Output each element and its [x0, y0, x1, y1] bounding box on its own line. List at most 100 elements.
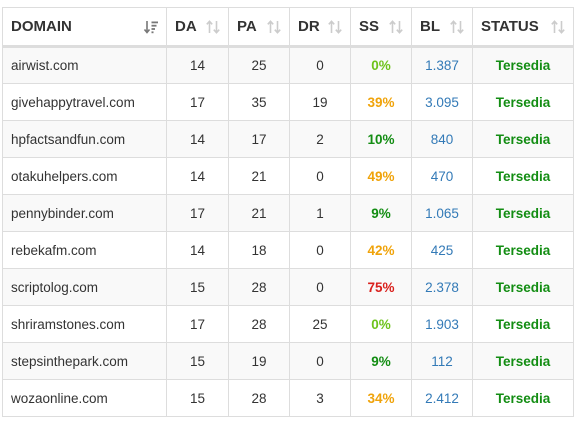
column-header-domain[interactable]: DOMAIN — [2, 7, 167, 48]
table-row: rebekafm.com 14 18 0 42% 425 Tersedia — [2, 231, 574, 269]
status-cell: Tersedia — [472, 157, 574, 195]
sort-arrows-icon[interactable] — [550, 19, 566, 35]
dr-cell: 2 — [289, 120, 351, 158]
pa-cell: 18 — [228, 231, 290, 269]
status-cell: Tersedia — [472, 342, 574, 380]
status-cell: Tersedia — [472, 305, 574, 343]
dr-cell: 3 — [289, 379, 351, 417]
table-row: pennybinder.com 17 21 1 9% 1.065 Tersedi… — [2, 194, 574, 232]
column-header-label: DA — [175, 18, 197, 35]
table-row: hpfactsandfun.com 14 17 2 10% 840 Tersed… — [2, 120, 574, 158]
bl-link[interactable]: 1.903 — [411, 305, 473, 343]
pa-cell: 25 — [228, 46, 290, 84]
dr-cell: 19 — [289, 83, 351, 121]
bl-link[interactable]: 425 — [411, 231, 473, 269]
dr-cell: 0 — [289, 157, 351, 195]
da-cell: 17 — [166, 194, 229, 232]
da-cell: 15 — [166, 268, 229, 306]
domain-cell: rebekafm.com — [2, 231, 167, 269]
table-header: DOMAIN DA — [2, 7, 574, 48]
domain-table: DOMAIN DA — [2, 7, 574, 417]
column-header-ss[interactable]: SS — [350, 7, 412, 48]
domain-cell: stepsinthepark.com — [2, 342, 167, 380]
da-cell: 14 — [166, 157, 229, 195]
da-cell: 14 — [166, 231, 229, 269]
status-cell: Tersedia — [472, 194, 574, 232]
table-body: airwist.com 14 25 0 0% 1.387 Tersedia gi… — [2, 46, 574, 417]
da-cell: 15 — [166, 342, 229, 380]
status-cell: Tersedia — [472, 46, 574, 84]
pa-cell: 28 — [228, 305, 290, 343]
domain-cell: hpfactsandfun.com — [2, 120, 167, 158]
bl-link[interactable]: 2.412 — [411, 379, 473, 417]
pa-cell: 19 — [228, 342, 290, 380]
status-cell: Tersedia — [472, 120, 574, 158]
domain-cell: shriramstones.com — [2, 305, 167, 343]
domain-table-container: DOMAIN DA — [2, 7, 574, 417]
pa-cell: 28 — [228, 379, 290, 417]
column-header-label: DOMAIN — [11, 18, 72, 35]
ss-cell: 9% — [350, 342, 412, 380]
domain-cell: airwist.com — [2, 46, 167, 84]
table-row: scriptolog.com 15 28 0 75% 2.378 Tersedi… — [2, 268, 574, 306]
ss-cell: 49% — [350, 157, 412, 195]
table-row: otakuhelpers.com 14 21 0 49% 470 Tersedi… — [2, 157, 574, 195]
domain-cell: otakuhelpers.com — [2, 157, 167, 195]
ss-cell: 75% — [350, 268, 412, 306]
sort-arrows-icon[interactable] — [205, 19, 221, 35]
column-header-bl[interactable]: BL — [411, 7, 473, 48]
table-row: shriramstones.com 17 28 25 0% 1.903 Ters… — [2, 305, 574, 343]
domain-cell: wozaonline.com — [2, 379, 167, 417]
status-cell: Tersedia — [472, 231, 574, 269]
bl-link[interactable]: 840 — [411, 120, 473, 158]
sort-arrows-icon[interactable] — [327, 19, 343, 35]
domain-cell: pennybinder.com — [2, 194, 167, 232]
pa-cell: 28 — [228, 268, 290, 306]
header-row: DOMAIN DA — [2, 7, 574, 48]
pa-cell: 17 — [228, 120, 290, 158]
ss-cell: 10% — [350, 120, 412, 158]
ss-cell: 0% — [350, 305, 412, 343]
ss-cell: 0% — [350, 46, 412, 84]
pa-cell: 21 — [228, 194, 290, 232]
dr-cell: 0 — [289, 342, 351, 380]
ss-cell: 9% — [350, 194, 412, 232]
status-cell: Tersedia — [472, 268, 574, 306]
bl-link[interactable]: 112 — [411, 342, 473, 380]
ss-cell: 34% — [350, 379, 412, 417]
sort-arrows-icon[interactable] — [388, 19, 404, 35]
da-cell: 17 — [166, 83, 229, 121]
dr-cell: 0 — [289, 231, 351, 269]
pa-cell: 35 — [228, 83, 290, 121]
table-row: stepsinthepark.com 15 19 0 9% 112 Tersed… — [2, 342, 574, 380]
bl-link[interactable]: 3.095 — [411, 83, 473, 121]
ss-cell: 39% — [350, 83, 412, 121]
sort-amount-desc-icon[interactable] — [143, 19, 159, 35]
sort-arrows-icon[interactable] — [266, 19, 282, 35]
dr-cell: 1 — [289, 194, 351, 232]
column-header-status[interactable]: STATUS — [472, 7, 574, 48]
table-row: airwist.com 14 25 0 0% 1.387 Tersedia — [2, 46, 574, 84]
bl-link[interactable]: 470 — [411, 157, 473, 195]
table-row: wozaonline.com 15 28 3 34% 2.412 Tersedi… — [2, 379, 574, 417]
domain-cell: scriptolog.com — [2, 268, 167, 306]
bl-link[interactable]: 2.378 — [411, 268, 473, 306]
bl-link[interactable]: 1.387 — [411, 46, 473, 84]
dr-cell: 0 — [289, 268, 351, 306]
column-header-label: SS — [359, 18, 380, 35]
column-header-label: BL — [420, 18, 440, 35]
column-header-pa[interactable]: PA — [228, 7, 290, 48]
da-cell: 15 — [166, 379, 229, 417]
pa-cell: 21 — [228, 157, 290, 195]
bl-link[interactable]: 1.065 — [411, 194, 473, 232]
da-cell: 17 — [166, 305, 229, 343]
sort-arrows-icon[interactable] — [449, 19, 465, 35]
dr-cell: 0 — [289, 46, 351, 84]
ss-cell: 42% — [350, 231, 412, 269]
column-header-label: PA — [237, 18, 257, 35]
column-header-da[interactable]: DA — [166, 7, 229, 48]
column-header-dr[interactable]: DR — [289, 7, 351, 48]
column-header-label: DR — [298, 18, 320, 35]
da-cell: 14 — [166, 46, 229, 84]
column-header-label: STATUS — [481, 18, 539, 35]
